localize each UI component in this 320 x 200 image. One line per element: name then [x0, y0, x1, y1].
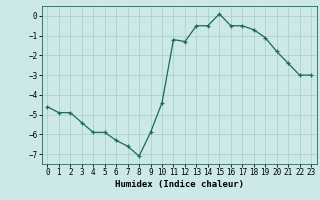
- X-axis label: Humidex (Indice chaleur): Humidex (Indice chaleur): [115, 180, 244, 189]
